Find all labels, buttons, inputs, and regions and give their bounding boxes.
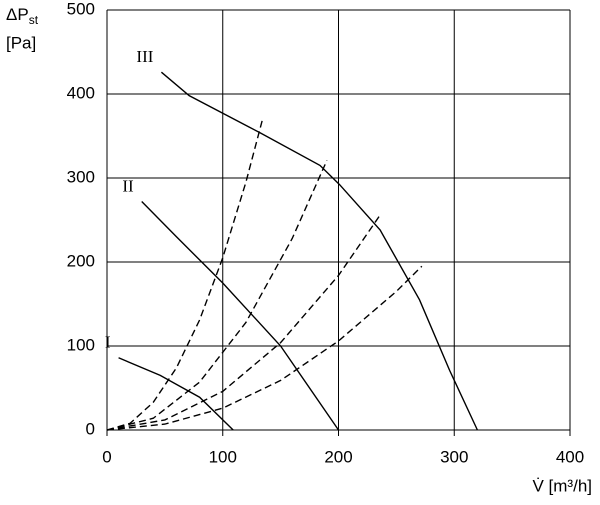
y-tick-label: 400 [67, 83, 95, 102]
x-tick-label: 100 [209, 447, 237, 466]
y-tick-label: 300 [67, 167, 95, 186]
y-label-symbol: ΔP [6, 5, 29, 24]
curve-label: I [105, 333, 111, 352]
y-label-subscript: st [29, 13, 39, 27]
curve-label: III [136, 47, 153, 66]
y-tick-label: 0 [86, 419, 95, 438]
system-curve [106, 160, 328, 431]
x-axis-label: V̇ [m³/h] [532, 476, 592, 495]
fan-curve [141, 201, 340, 431]
x-tick-label: 400 [556, 447, 584, 466]
system-curve [106, 120, 263, 431]
fan-curve [118, 357, 234, 431]
system-curve [106, 265, 423, 431]
y-axis-label: ΔPst [6, 5, 39, 27]
system-curve [106, 214, 381, 431]
y-tick-label: 200 [67, 251, 95, 270]
x-tick-label: 200 [324, 447, 352, 466]
x-tick-label: 300 [440, 447, 468, 466]
curve-label: II [122, 176, 134, 195]
y-tick-label: 100 [67, 335, 95, 354]
fan-curve [160, 71, 479, 431]
x-tick-label: 0 [102, 447, 111, 466]
y-tick-label: 500 [67, 0, 95, 18]
y-axis-unit: [Pa] [6, 33, 36, 52]
